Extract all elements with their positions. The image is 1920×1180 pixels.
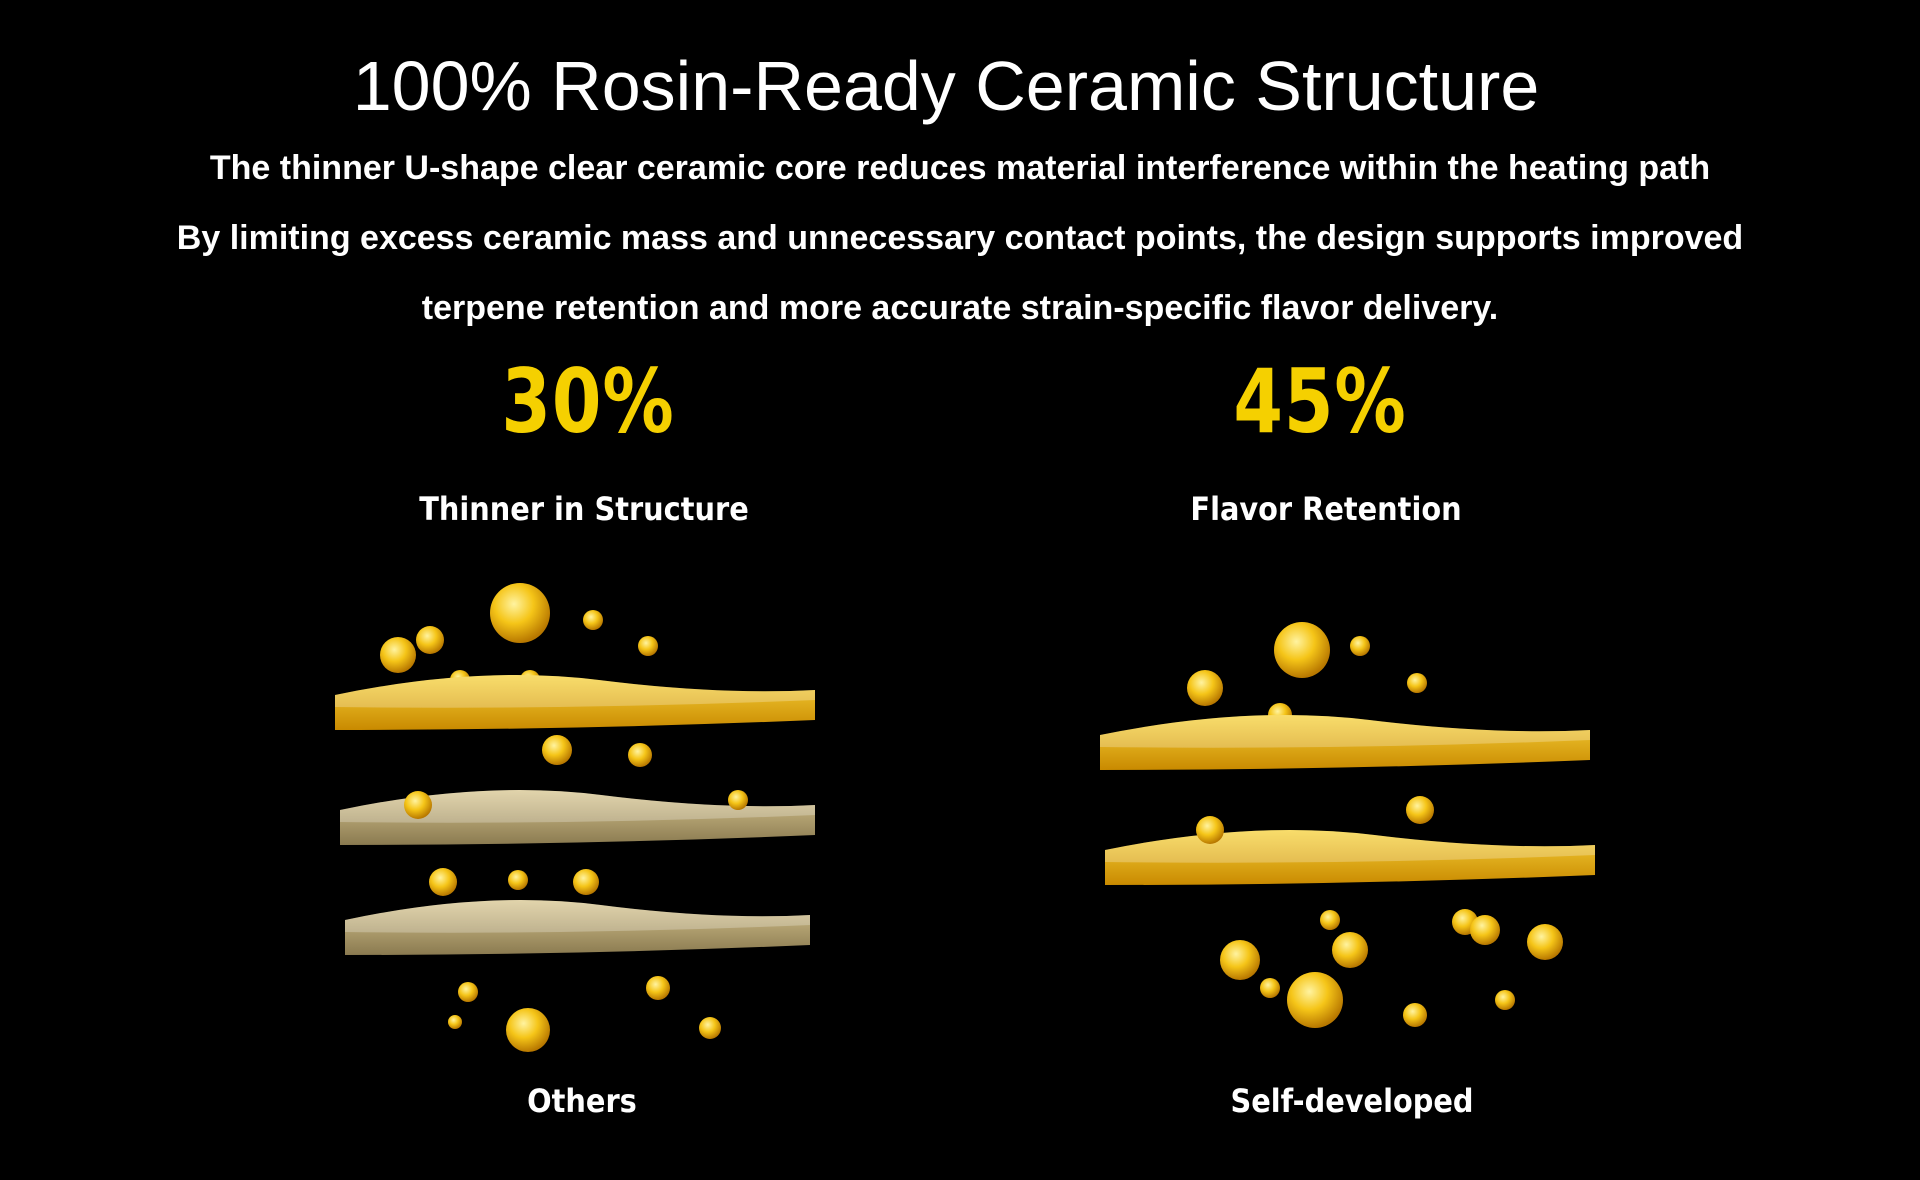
self-developed-label: Self-developed (1230, 1082, 1474, 1120)
oil-droplet (646, 976, 670, 1000)
top-layer (1100, 715, 1590, 770)
oil-droplet (1527, 924, 1563, 960)
page-title: 100% Rosin-Ready Ceramic Structure (352, 47, 1540, 125)
oil-droplet (429, 868, 457, 896)
bottom-layer-highlight (345, 900, 810, 933)
oil-droplet (448, 1015, 462, 1029)
oil-droplet (573, 869, 599, 895)
oil-droplet (1470, 915, 1500, 945)
top-layer-highlight (1100, 715, 1590, 748)
top-layer-highlight (335, 675, 815, 708)
oil-droplet (1260, 978, 1280, 998)
oil-droplet (583, 610, 603, 630)
middle-layer-highlight (340, 790, 815, 823)
oil-droplet (506, 1008, 550, 1052)
stat-thinner-label: Thinner in Structure (419, 490, 749, 528)
oil-droplet (1406, 796, 1434, 824)
description-line-1: The thinner U-shape clear ceramic core r… (209, 149, 1711, 187)
oil-droplet (638, 636, 658, 656)
bottom-layer (1105, 830, 1595, 885)
description-line-3: terpene retention and more accurate stra… (421, 289, 1499, 327)
oil-droplet (1350, 636, 1370, 656)
oil-droplet (1220, 940, 1260, 980)
oil-droplet (1187, 670, 1223, 706)
oil-droplet (1407, 673, 1427, 693)
oil-droplet (458, 982, 478, 1002)
bottom-layer-highlight (1105, 830, 1595, 863)
oil-droplet (728, 790, 748, 810)
oil-droplet (490, 583, 550, 643)
oil-droplet (380, 637, 416, 673)
bottom-layer (345, 900, 810, 955)
oil-droplet (1196, 816, 1224, 844)
oil-droplet (1287, 972, 1343, 1028)
oil-droplet (1332, 932, 1368, 968)
stat-flavor-value: 45% (1233, 350, 1407, 453)
oil-droplet (1495, 990, 1515, 1010)
oil-droplet (699, 1017, 721, 1039)
oil-droplet (1403, 1003, 1427, 1027)
others-ceramic-layers-image (335, 583, 815, 1052)
oil-droplet (404, 791, 432, 819)
oil-droplet (1320, 910, 1340, 930)
self-developed-ceramic-layers-image (1100, 622, 1595, 1028)
stat-thinner-value: 30% (501, 350, 675, 453)
description-line-2: By limiting excess ceramic mass and unne… (176, 219, 1744, 257)
top-layer (335, 675, 815, 730)
others-label: Others (527, 1082, 637, 1120)
middle-layer (340, 790, 815, 845)
stat-flavor-label: Flavor Retention (1190, 490, 1462, 528)
oil-droplet (542, 735, 572, 765)
oil-droplet (416, 626, 444, 654)
oil-droplet (1274, 622, 1330, 678)
oil-droplet (508, 870, 528, 890)
oil-droplet (628, 743, 652, 767)
